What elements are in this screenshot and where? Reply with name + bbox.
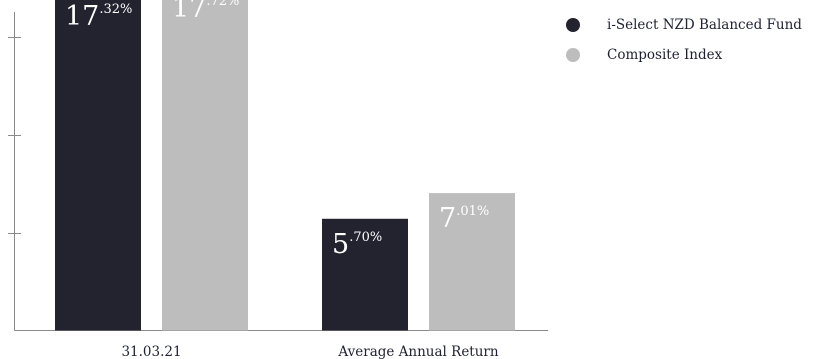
bar-value-minor: .70%	[349, 230, 382, 245]
bar-value-label-fund-1: 5.70%	[332, 229, 382, 260]
bar-value-label-index-1: 7.01%	[439, 203, 489, 234]
bar-value-minor: .72%	[206, 0, 239, 9]
chart-bar-labels: 17.32% 17.72%5.70%7.01%	[65, 0, 489, 260]
chart-category-labels: 31.03.21 Average Annual Return	[121, 344, 498, 359]
bar-value-major: 17	[65, 1, 99, 32]
bar-fund-0	[55, 0, 141, 331]
x-tick-label-1: Average Annual Return	[337, 344, 498, 359]
legend-item-index: Composite Index	[566, 44, 802, 66]
bar-index-1	[429, 193, 515, 331]
bar-fund-1	[322, 218, 408, 331]
bar-index-0	[162, 0, 248, 331]
legend-dot-index	[566, 48, 580, 62]
bar-value-major: 7	[439, 203, 456, 234]
legend-label-fund: i-Select NZD Balanced Fund	[607, 17, 802, 33]
legend-item-fund: i-Select NZD Balanced Fund	[566, 14, 802, 36]
chart-bars	[55, 0, 515, 331]
legend: i-Select NZD Balanced Fund Composite Ind…	[566, 14, 802, 74]
legend-dot-fund	[566, 18, 580, 32]
bar-value-label-fund-0: 17.32%	[65, 1, 132, 32]
bar-value-minor: .01%	[456, 204, 489, 219]
legend-label-index: Composite Index	[607, 47, 723, 63]
bar-value-minor: .32%	[99, 2, 132, 17]
x-tick-label-0: 31.03.21	[121, 344, 181, 359]
bar-value-major: 17	[172, 0, 206, 24]
bar-value-major: 5	[332, 229, 349, 260]
bar-value-label-index-0: 17.72%	[172, 0, 239, 24]
